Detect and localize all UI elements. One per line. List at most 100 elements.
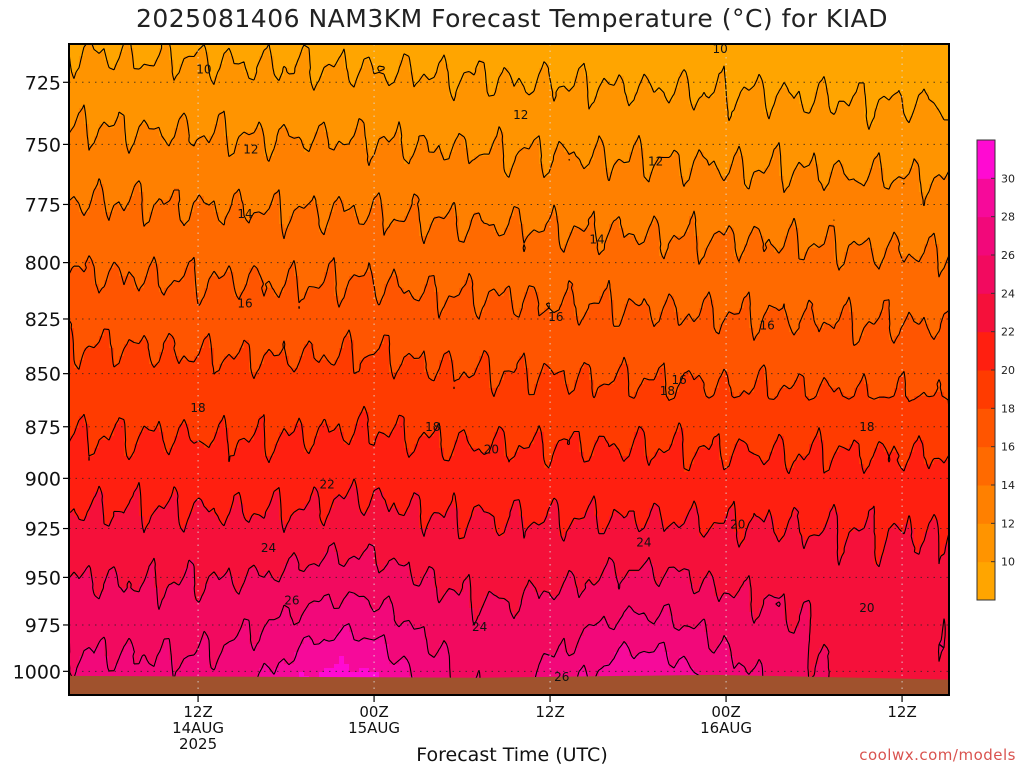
temperature-cell xyxy=(264,352,275,357)
temperature-cell xyxy=(634,236,645,241)
temperature-cell xyxy=(339,352,355,357)
temperature-cell xyxy=(404,620,410,625)
temperature-cell xyxy=(779,164,800,169)
temperature-cell xyxy=(244,216,250,221)
temperature-cell xyxy=(189,216,220,221)
temperature-cell xyxy=(624,92,635,97)
temperature-cell xyxy=(694,228,730,233)
temperature-cell xyxy=(74,124,90,129)
temperature-cell xyxy=(589,376,615,381)
contour-label: 16 xyxy=(237,296,252,310)
temperature-cell xyxy=(69,652,85,657)
temperature-cell xyxy=(674,396,770,401)
temperature-cell xyxy=(219,112,225,117)
temperature-cell xyxy=(419,512,435,517)
temperature-cell xyxy=(869,464,900,469)
temperature-cell xyxy=(169,44,949,49)
temperature-cell xyxy=(889,184,920,189)
temperature-cell xyxy=(449,76,465,81)
temperature-cell xyxy=(714,316,725,321)
temperature-cell xyxy=(864,240,870,245)
temperature-cell xyxy=(749,324,760,329)
temperature-cell xyxy=(449,68,475,73)
temperature-cell xyxy=(804,600,810,605)
temperature-cell xyxy=(179,204,195,209)
temperature-cell xyxy=(794,628,810,633)
temperature-cell xyxy=(449,80,460,85)
temperature-cell xyxy=(499,428,505,433)
temperature-cell xyxy=(389,344,949,349)
temperature-cell xyxy=(399,560,610,565)
temperature-cell xyxy=(399,280,430,285)
temperature-cell xyxy=(139,500,170,505)
temperature-cell xyxy=(74,428,90,433)
temperature-cell xyxy=(114,568,150,573)
temperature-cell xyxy=(779,148,949,153)
temperature-cell xyxy=(414,200,420,205)
temperature-cell xyxy=(314,640,320,645)
temperature-cell xyxy=(889,96,905,101)
temperature-cell xyxy=(329,220,360,225)
temperature-cell xyxy=(469,156,475,161)
temperature-cell xyxy=(559,228,575,233)
temperature-cell xyxy=(454,588,465,593)
temperature-cell xyxy=(674,436,685,441)
temperature-cell xyxy=(529,368,545,373)
temperature-cell xyxy=(469,148,490,153)
temperature-cell xyxy=(124,420,220,425)
temperature-cell xyxy=(374,488,380,493)
temperature-cell xyxy=(409,60,440,65)
temperature-cell xyxy=(709,244,735,249)
temperature-cell xyxy=(504,132,949,137)
temperature-cell xyxy=(174,340,205,345)
temperature-cell xyxy=(79,660,110,665)
temperature-cell xyxy=(754,328,760,333)
temperature-cell xyxy=(434,568,605,573)
temperature-cell xyxy=(284,284,300,289)
temperature-cell xyxy=(464,588,470,593)
temperature-cell xyxy=(379,636,385,641)
temperature-cell xyxy=(579,368,590,373)
temperature-cell xyxy=(594,224,610,229)
temperature-cell xyxy=(434,576,565,581)
temperature-cell xyxy=(859,444,880,449)
temperature-cell xyxy=(399,660,410,665)
temperature-cell xyxy=(229,512,245,517)
temperature-cell xyxy=(274,192,280,197)
temperature-cell xyxy=(159,128,175,133)
temperature-cell xyxy=(684,464,690,469)
temperature-cell xyxy=(269,664,280,669)
temperature-cell xyxy=(184,568,195,573)
temperature-cell xyxy=(69,620,245,625)
temperature-cell xyxy=(759,372,765,377)
temperature-cell xyxy=(904,384,949,389)
temperature-cell xyxy=(219,64,245,69)
temperature-cell xyxy=(759,608,785,613)
temperature-cell xyxy=(494,92,590,97)
temperature-cell xyxy=(754,380,770,385)
temperature-cell xyxy=(499,596,525,601)
temperature-cell xyxy=(189,132,215,137)
temperature-cell xyxy=(759,228,790,233)
temperature-cell xyxy=(429,372,440,377)
temperature-cell xyxy=(304,48,310,53)
temperature-cell xyxy=(939,320,949,325)
temperature-cell xyxy=(729,648,810,653)
temperature-cell xyxy=(419,144,430,149)
temperature-cell xyxy=(139,128,160,133)
temperature-cell xyxy=(69,640,100,645)
temperature-cell xyxy=(209,280,235,285)
temperature-cell xyxy=(209,64,220,69)
temperature-cell xyxy=(574,80,590,85)
temperature-cell xyxy=(419,492,949,497)
temperature-cell xyxy=(589,372,620,377)
temperature-cell xyxy=(834,240,865,245)
temperature-cell xyxy=(729,592,740,597)
temperature-cell xyxy=(779,152,949,157)
temperature-cell xyxy=(359,364,390,369)
temperature-cell xyxy=(599,388,630,393)
temperature-cell xyxy=(939,552,945,557)
temperature-cell xyxy=(399,420,405,425)
temperature-cell xyxy=(844,164,875,169)
temperature-cell xyxy=(719,440,740,445)
